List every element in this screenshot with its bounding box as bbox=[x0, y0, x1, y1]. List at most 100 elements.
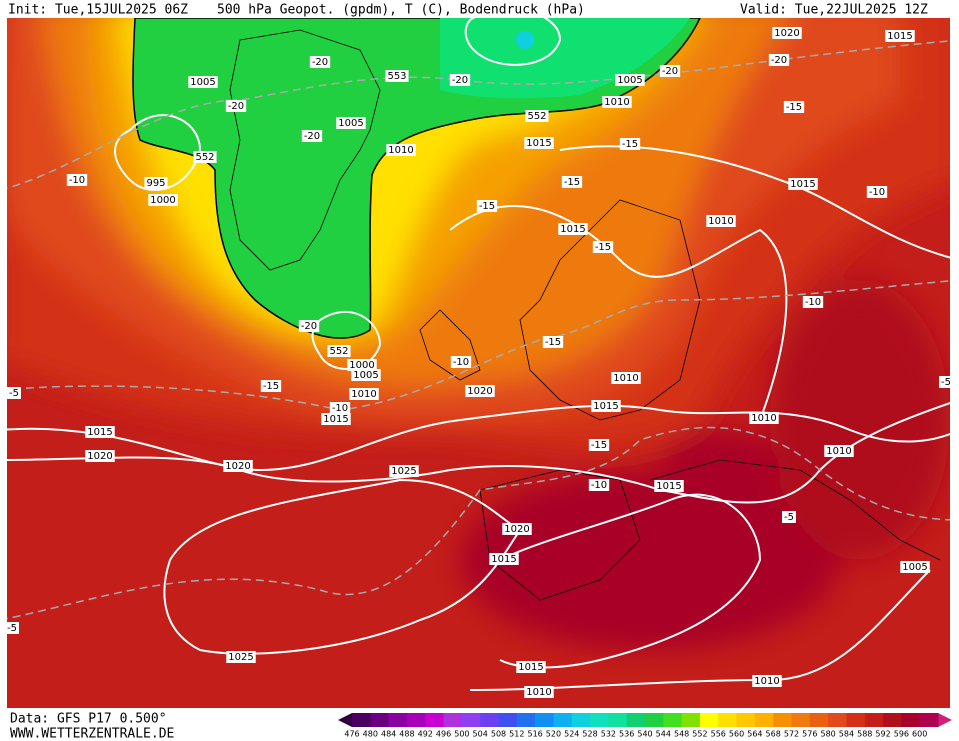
contour-label-text: -20 bbox=[228, 101, 244, 112]
colorbar-swatch bbox=[663, 713, 683, 727]
colorbar-tick-label: 600 bbox=[912, 730, 927, 739]
contour-label-bg bbox=[591, 400, 621, 412]
colorbar-swatch bbox=[901, 713, 921, 727]
contour-label-text: 1000 bbox=[349, 360, 374, 371]
contour-label-text: -5 bbox=[9, 388, 19, 399]
valid-time: Valid: Tue,22JUL2025 12Z bbox=[740, 3, 928, 18]
colorbar-tick-label: 492 bbox=[418, 730, 433, 739]
contour-label: 1010 bbox=[386, 144, 416, 156]
contour-label-text: -15 bbox=[263, 381, 279, 392]
contour-label-bg bbox=[524, 686, 554, 698]
contour-label-text: 1005 bbox=[902, 562, 927, 573]
contour-label-text: 1015 bbox=[491, 554, 516, 565]
contour-label: -5 bbox=[7, 387, 21, 399]
contour-label-bg bbox=[706, 215, 736, 227]
contour-label-text: 1010 bbox=[613, 373, 638, 384]
colorbar-tick-label: 584 bbox=[839, 730, 854, 739]
contour-label-text: 1000 bbox=[150, 195, 175, 206]
contour-label-bg bbox=[309, 56, 331, 68]
contour-label-text: -15 bbox=[545, 337, 561, 348]
contour-label: 1015 bbox=[558, 223, 588, 235]
contour-label: -20 bbox=[768, 54, 790, 66]
contour-label-text: -20 bbox=[452, 75, 468, 86]
contour-label-text: 552 bbox=[527, 111, 546, 122]
colorbar-tick-label: 480 bbox=[363, 730, 378, 739]
contour-label-bg bbox=[476, 200, 498, 212]
contour-label-bg bbox=[592, 241, 614, 253]
contour-label-bg bbox=[824, 445, 854, 457]
contour-label-bg bbox=[349, 388, 379, 400]
colorbar-tick-label: 592 bbox=[875, 730, 890, 739]
contour-label-text: -10 bbox=[869, 187, 885, 198]
contour-label: -15 bbox=[592, 241, 614, 253]
contour-label-text: 553 bbox=[387, 71, 406, 82]
contour-label: -10 bbox=[588, 479, 610, 491]
contour-label: 1020 bbox=[502, 523, 532, 535]
contour-label-bg bbox=[465, 385, 495, 397]
contour-label-bg bbox=[188, 76, 218, 88]
colorbar-tick-label: 568 bbox=[766, 730, 781, 739]
contour-label-text: 1025 bbox=[391, 466, 416, 477]
contour-label: -10 bbox=[66, 174, 88, 186]
contour-label-text: 1015 bbox=[560, 224, 585, 235]
contour-label-bg bbox=[524, 137, 554, 149]
contour-label-text: 1010 bbox=[526, 687, 551, 698]
contour-label: -10 bbox=[866, 186, 888, 198]
contour-label: 1010 bbox=[602, 96, 632, 108]
contour-label-text: -10 bbox=[332, 403, 348, 414]
contour-label-bg bbox=[525, 110, 549, 122]
contour-label: 995 bbox=[144, 177, 168, 189]
contour-label-bg bbox=[336, 117, 366, 129]
contour-label-text: 1020 bbox=[467, 386, 492, 397]
contour-label-bg bbox=[223, 460, 253, 472]
colorbar-swatch bbox=[809, 713, 829, 727]
contour-label-bg bbox=[144, 177, 168, 189]
colorbar-swatch bbox=[736, 713, 756, 727]
contour-label-bg bbox=[85, 450, 115, 462]
contour-label: 1015 bbox=[85, 426, 115, 438]
contour-label: 1010 bbox=[824, 445, 854, 457]
contour-label-text: 1025 bbox=[228, 652, 253, 663]
contour-label-text: 1015 bbox=[887, 31, 912, 42]
contour-label-text: 1015 bbox=[87, 427, 112, 438]
colorbar-swatch bbox=[791, 713, 811, 727]
contour-label-bg bbox=[885, 30, 915, 42]
contour-label-bg bbox=[386, 144, 416, 156]
contour-label: -20 bbox=[301, 130, 323, 142]
contour-label-text: 1015 bbox=[656, 481, 681, 492]
colorbar-tick-label: 476 bbox=[344, 730, 359, 739]
contour-label: 1015 bbox=[591, 400, 621, 412]
contour-label-text: 1010 bbox=[351, 389, 376, 400]
colorbar-tick-label: 484 bbox=[381, 730, 396, 739]
contour-label-text: -5 bbox=[784, 512, 794, 523]
contour-label-text: 1010 bbox=[604, 97, 629, 108]
contour-label: -15 bbox=[260, 380, 282, 392]
contour-label-bg bbox=[788, 178, 818, 190]
contour-label: -15 bbox=[561, 176, 583, 188]
contour-label: 552 bbox=[193, 151, 217, 163]
contour-label: -10 bbox=[802, 296, 824, 308]
contour-label-text: -10 bbox=[69, 175, 85, 186]
colorbar-tick-label: 576 bbox=[802, 730, 817, 739]
contour-label-text: -15 bbox=[479, 201, 495, 212]
contour-label-bg bbox=[449, 74, 471, 86]
contour-label-text: -5 bbox=[941, 377, 951, 388]
contour-label-text: 552 bbox=[195, 152, 214, 163]
contour-label-bg bbox=[351, 369, 381, 381]
contour-label-bg bbox=[502, 523, 532, 535]
contour-label-bg bbox=[749, 412, 779, 424]
contour-label-bg bbox=[321, 413, 351, 425]
colorbar-tick-label: 580 bbox=[820, 730, 835, 739]
contour-label-bg bbox=[558, 223, 588, 235]
colorbar-tick-label: 544 bbox=[656, 730, 671, 739]
colorbar-tick-label: 504 bbox=[473, 730, 488, 739]
data-source: Data: GFS P17 0.500° bbox=[10, 712, 167, 727]
colorbar-swatch bbox=[535, 713, 554, 727]
contour-label: 1020 bbox=[772, 27, 802, 39]
colorbar-swatch bbox=[773, 713, 792, 727]
contour-label: 552 bbox=[327, 345, 351, 357]
contour-label-bg bbox=[772, 27, 802, 39]
contour-label-text: -15 bbox=[595, 242, 611, 253]
contour-label: -20 bbox=[298, 320, 320, 332]
contour-label: 1005 bbox=[615, 74, 645, 86]
